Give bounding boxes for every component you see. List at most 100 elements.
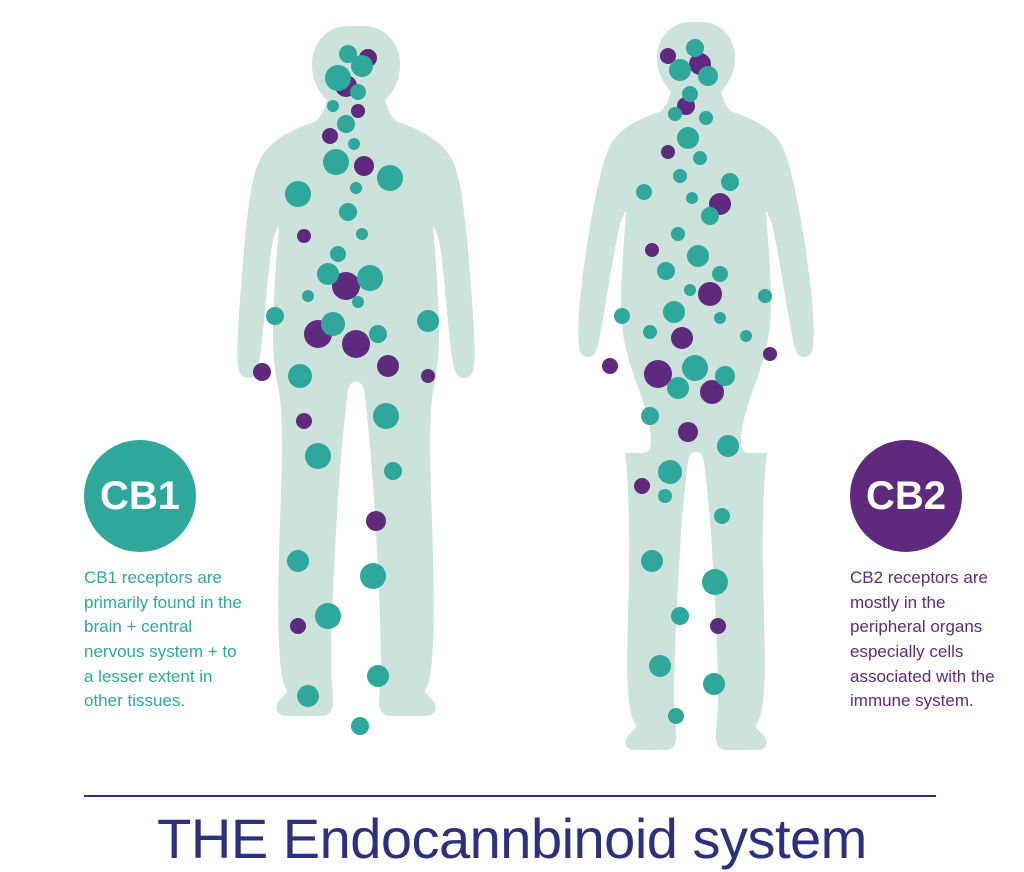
receptor-dot [350,84,366,100]
receptor-dot [602,358,618,374]
receptor-dot [360,563,386,589]
receptor-dot [357,265,383,291]
receptor-dot [285,181,311,207]
receptor-dot [384,462,402,480]
receptor-dot [763,347,777,361]
receptor-dot [266,307,284,325]
receptor-dot [337,115,355,133]
receptor-dot [740,330,752,342]
receptor-dot [297,229,311,243]
receptor-dot [342,330,370,358]
cb2-legend: CB2 CB2 receptors are mostly in the peri… [850,440,1010,714]
receptor-dot [317,263,339,285]
receptor-dot [421,369,435,383]
receptor-dot [668,708,684,724]
receptor-dot [658,489,672,503]
receptor-dot [348,138,360,150]
male-silhouette [237,26,474,735]
receptor-dot [366,511,386,531]
receptor-dot [351,104,365,118]
receptor-dot [667,377,689,399]
receptor-dot [682,355,708,381]
receptor-dot [698,282,722,306]
receptor-dot [296,413,312,429]
receptor-dot [758,289,772,303]
receptor-dot [682,86,698,102]
receptor-dot [302,290,314,302]
receptor-dot [323,149,349,175]
receptor-dot [290,618,306,634]
receptor-dot [377,165,403,191]
receptor-dot [614,308,630,324]
receptor-dot [645,243,659,257]
receptor-dot [671,607,689,625]
receptor-dot [339,203,357,221]
receptor-dot [351,717,369,735]
receptor-dot [297,685,319,707]
divider-line [84,795,936,797]
male-body [237,26,474,716]
cb1-label: CB1 [100,474,180,519]
receptor-dot [356,228,368,240]
receptor-dot [701,207,719,225]
receptor-dot [636,184,652,200]
receptor-dot [327,100,339,112]
cb2-badge: CB2 [850,440,962,552]
cb2-description: CB2 receptors are mostly in the peripher… [850,566,1010,714]
receptor-dot [643,325,657,339]
receptor-dot [322,128,338,144]
cb2-label: CB2 [866,474,946,519]
receptor-dot [710,618,726,634]
infographic-canvas: CB1 CB1 receptors are primarily found in… [0,0,1024,872]
receptor-dot [377,355,399,377]
receptor-dot [350,182,362,194]
receptor-dot [687,245,709,267]
receptor-dot [669,59,691,81]
receptor-dot [714,508,730,524]
receptor-dot [641,407,659,425]
receptor-dot [702,569,728,595]
receptor-dot [288,364,312,388]
receptor-dot [354,156,374,176]
receptor-dot [417,310,439,332]
receptor-dot [330,246,346,262]
receptor-dot [658,460,682,484]
receptor-dot [367,665,389,687]
receptor-dot [287,550,309,572]
receptor-dot [661,145,675,159]
receptor-dot [673,169,687,183]
receptor-dot [717,435,739,457]
receptor-dot [663,301,685,323]
receptor-dot [712,266,728,282]
receptor-dot [686,192,698,204]
receptor-dot [703,673,725,695]
receptor-dot [641,550,663,572]
receptor-dot [315,603,341,629]
receptor-dot [644,360,672,388]
receptor-dot [671,327,693,349]
receptor-dot [305,443,331,469]
receptor-dot [373,403,399,429]
receptor-dot [321,312,345,336]
receptor-dot [649,655,671,677]
cb1-description: CB1 receptors are primarily found in the… [84,566,244,714]
receptor-dot [699,111,713,125]
receptor-dot [668,107,682,121]
receptor-dot [678,422,698,442]
receptor-dot [715,366,735,386]
receptor-dot [721,173,739,191]
receptor-dot [686,39,704,57]
cb1-badge: CB1 [84,440,196,552]
receptor-dot [677,127,699,149]
receptor-dot [634,478,650,494]
receptor-dot [714,312,726,324]
cb1-legend: CB1 CB1 receptors are primarily found in… [84,440,244,714]
receptor-dot [369,325,387,343]
receptor-dot [693,151,707,165]
page-title: THE Endocannbinoid system [0,806,1024,871]
receptor-dot [351,55,373,77]
receptor-dot [684,284,696,296]
receptor-dot [352,296,364,308]
receptor-dot [698,66,718,86]
receptor-dot [671,227,685,241]
